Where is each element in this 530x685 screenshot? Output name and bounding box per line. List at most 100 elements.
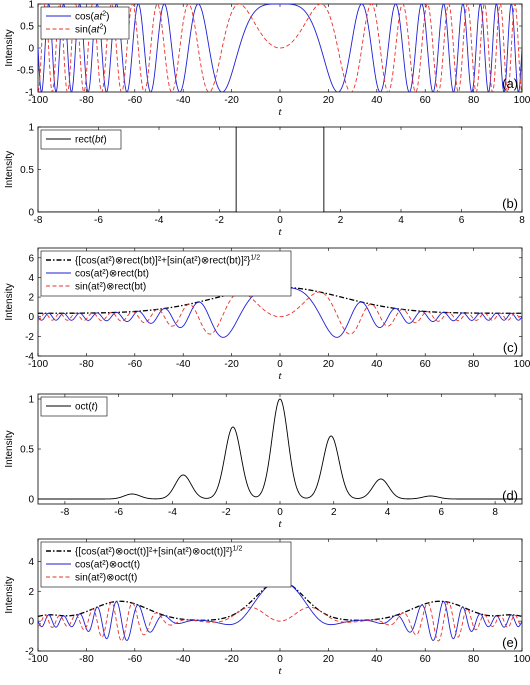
chart-panel-e: -100 -80 -60 -40 -20 0 20 40 60 80 100-2024tIntens…	[4, 538, 530, 677]
legend-label: cos(at²)⊗oct(t)	[75, 560, 140, 571]
legend-label: sin(at²)⊗oct(t)	[75, 573, 137, 584]
y-tick-label: 0.5	[20, 22, 34, 33]
series-line	[38, 398, 522, 500]
x-tick-label: 20	[323, 95, 335, 106]
x-tick-label: -6	[94, 215, 103, 226]
x-tick-label: 20	[323, 359, 335, 370]
legend-label: sin(at²)⊗rect(bt)	[75, 282, 146, 293]
x-tick-label: 40	[371, 654, 383, 665]
x-axis-label: t	[278, 226, 282, 238]
y-tick-label: 4	[28, 273, 34, 284]
x-tick-label: -8	[34, 215, 43, 226]
chart-panel-c: -100 -80 -60 -40 -20 0 20 40 60 80 100-4-20246tInt…	[4, 247, 530, 382]
x-tick-label: 60	[420, 359, 432, 370]
legend-label: oct(t)	[75, 402, 98, 413]
panel-label: (d)	[502, 488, 518, 503]
x-tick-label: -80	[79, 95, 94, 106]
x-tick-label: 100	[514, 359, 530, 370]
x-tick-label: 80	[468, 95, 480, 106]
series-group	[38, 398, 522, 500]
y-tick-label: 0	[28, 208, 34, 219]
legend: {[cos(at²)⊗rect(bt)]²+[sin(at²)⊗rect(bt)…	[40, 250, 292, 297]
x-tick-label: -60	[128, 654, 143, 665]
x-tick-label: -8	[60, 507, 69, 518]
series-line	[38, 291, 522, 335]
legend-label: {[cos(at²)⊗rect(bt)]²+[sin(at²)⊗rect(bt)…	[75, 255, 260, 267]
x-tick-label: 100	[514, 95, 530, 106]
x-tick-label: 2	[331, 507, 337, 518]
y-tick-label: 6	[28, 253, 34, 264]
x-tick-label: 0	[277, 215, 283, 226]
y-tick-label: 0	[28, 44, 34, 55]
x-tick-label: -40	[176, 654, 191, 665]
x-axis-label: t	[278, 370, 282, 382]
x-tick-label: 80	[468, 359, 480, 370]
y-tick-label: -2	[25, 332, 34, 343]
x-tick-label: 8	[519, 215, 525, 226]
legend-label: {[cos(at²)⊗oct(t)]²+[sin(at²)⊗oct(t)]²}1…	[75, 546, 242, 558]
x-tick-label: 8	[492, 507, 498, 518]
x-axis-label: t	[278, 106, 282, 118]
legend-box	[40, 396, 108, 417]
legend: cos(at2)sin(at2)	[40, 6, 130, 40]
x-tick-label: 4	[398, 215, 404, 226]
x-tick-label: -40	[176, 95, 191, 106]
y-axis-label: Intensity	[4, 29, 15, 66]
series-line	[38, 601, 522, 642]
y-tick-label: 1	[28, 123, 34, 134]
y-axis-label: Intensity	[4, 576, 15, 613]
x-tick-label: -100	[28, 654, 48, 665]
legend-label: cos(at2)	[75, 11, 110, 23]
y-tick-label: 0.5	[20, 165, 34, 176]
x-tick-label: 0	[277, 95, 283, 106]
legend-box	[40, 250, 292, 297]
x-tick-label: -60	[128, 95, 143, 106]
x-tick-label: 20	[323, 654, 335, 665]
panel-label: (e)	[502, 635, 518, 650]
x-tick-label: 80	[468, 654, 480, 665]
y-tick-label: -1	[25, 88, 34, 99]
legend-label: rect(bt)	[75, 135, 107, 146]
panel-label: (c)	[503, 340, 518, 355]
x-tick-label: 0	[277, 507, 283, 518]
x-tick-label: -2	[222, 507, 231, 518]
x-axis-label: t	[278, 665, 282, 677]
chart-panel-b: -8 -6 -4 -2 0 2 4 6 8 0 0.5 1 t Intensity rect(bt) (b)	[4, 123, 525, 239]
plot-frame	[37, 393, 523, 505]
x-tick-label: -80	[79, 359, 94, 370]
y-tick-label: 2	[28, 587, 34, 598]
x-tick-label: -2	[215, 215, 224, 226]
y-tick-label: 1	[28, 0, 34, 11]
x-tick-label: 60	[420, 95, 432, 106]
y-tick-label: 0	[28, 312, 34, 323]
legend-label: sin(at2)	[75, 24, 107, 36]
x-tick-label: -20	[224, 654, 239, 665]
y-tick-label: 2	[28, 293, 34, 304]
x-tick-label: 0	[277, 654, 283, 665]
y-tick-label: 0	[28, 495, 34, 506]
y-axis-label: Intensity	[4, 151, 15, 188]
legend-box	[40, 6, 130, 40]
legend: rect(bt)	[40, 129, 122, 150]
x-tick-label: -4	[155, 215, 164, 226]
x-tick-label: 40	[371, 359, 383, 370]
y-tick-label: -2	[25, 647, 34, 658]
x-tick-label: 40	[371, 95, 383, 106]
x-axis-label: t	[278, 518, 282, 530]
x-tick-label: 4	[385, 507, 391, 518]
y-axis-label: Intensity	[4, 430, 15, 467]
x-tick-label: -60	[128, 359, 143, 370]
y-tick-label: 1	[28, 395, 34, 406]
legend-box	[40, 129, 122, 150]
panel-label: (a)	[502, 76, 518, 91]
x-tick-label: -40	[176, 359, 191, 370]
x-tick-label: 100	[514, 654, 530, 665]
x-tick-label: -80	[79, 654, 94, 665]
legend-box	[40, 541, 292, 588]
x-tick-label: 60	[420, 654, 432, 665]
x-tick-label: 2	[338, 215, 344, 226]
y-tick-label: 4	[28, 557, 34, 568]
x-tick-label: 6	[459, 215, 465, 226]
legend: oct(t)	[40, 396, 108, 417]
